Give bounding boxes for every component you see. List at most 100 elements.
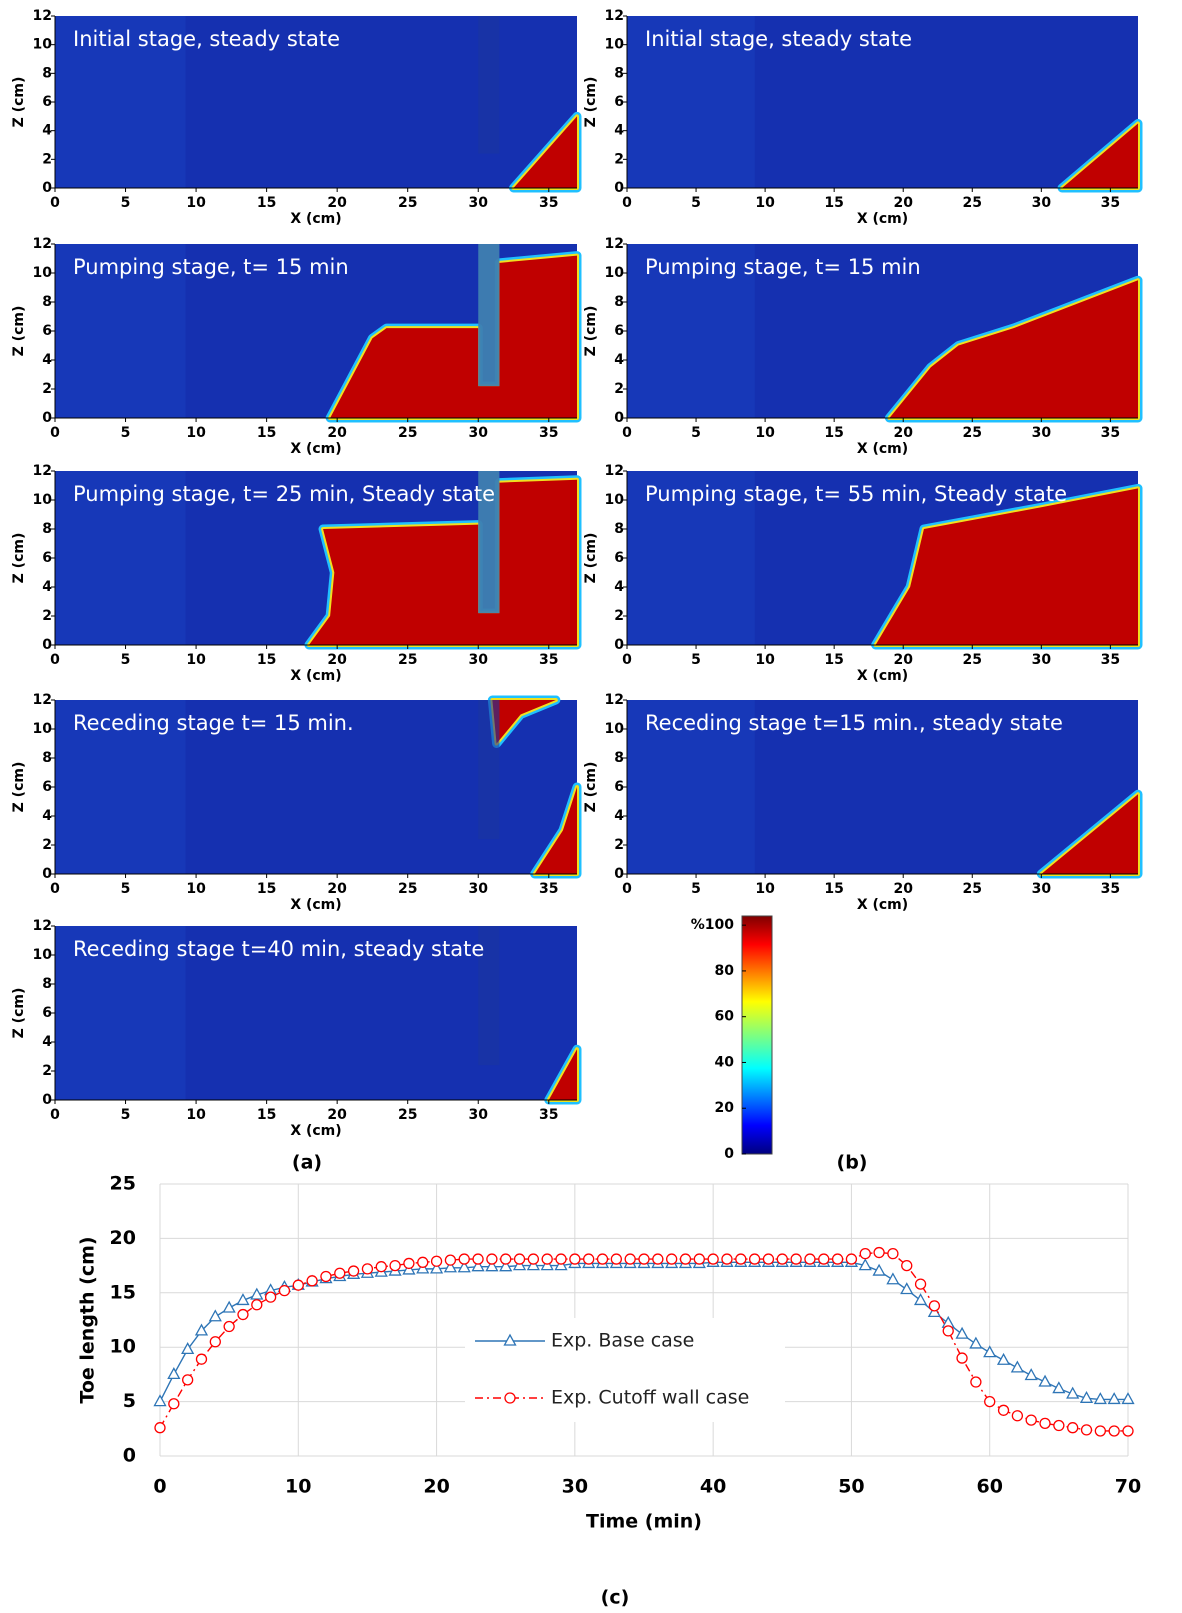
saltwater-plume [1062, 123, 1138, 188]
heatmap-panel: Receding stage t= 15 min. 0 5 10 15 20 25 30 35 0… [11, 692, 582, 913]
data-point [624, 1253, 636, 1265]
x-tick-label: 20 [893, 652, 913, 668]
y-axis-label: Z (cm) [11, 306, 27, 357]
group-label: (a) [292, 1152, 322, 1174]
data-point [236, 1293, 250, 1306]
data-point [153, 1394, 167, 1407]
x-tick-label: 15 [257, 425, 276, 441]
x-tick-label: 5 [121, 652, 131, 668]
data-point [1066, 1386, 1080, 1399]
y-axis-label: Z (cm) [11, 988, 27, 1039]
y-tick-label: 8 [614, 65, 624, 81]
data-point [320, 1270, 332, 1283]
y-tick-label: 0 [42, 637, 52, 653]
heatmap-shade [55, 926, 186, 1100]
x-tick-label: 0 [622, 195, 632, 211]
x-axis-label: X (cm) [290, 211, 341, 227]
cutoff-wall [478, 16, 500, 154]
data-point [486, 1253, 498, 1265]
panel-label: Pumping stage, t= 15 min [645, 255, 921, 279]
y-tick-label: 8 [42, 65, 52, 81]
data-point [513, 1253, 526, 1265]
data-point [1011, 1410, 1024, 1422]
data-point [638, 1253, 650, 1265]
x-tick-label: 10 [186, 195, 206, 211]
y-tick-label: 12 [605, 692, 624, 708]
data-point [1010, 1360, 1024, 1373]
heatmap-shade [627, 700, 755, 874]
y-tick-label: 12 [33, 463, 52, 479]
saltwater-plume [492, 700, 556, 744]
x-tick-label: 10 [186, 652, 206, 668]
data-point [872, 1263, 886, 1276]
y-tick-label: 12 [605, 8, 624, 24]
x-axis-label: X (cm) [290, 897, 341, 913]
x-tick-label: 30 [469, 195, 489, 211]
x-tick-label: 35 [539, 881, 558, 897]
data-point [403, 1257, 415, 1270]
y-tick-label: 4 [42, 579, 52, 595]
y-tick-label: 0 [42, 410, 52, 426]
x-tick-label: 0 [50, 425, 60, 441]
data-point [167, 1367, 181, 1380]
x-tick-label: 30 [469, 881, 489, 897]
x-tick-label: 10 [186, 1107, 206, 1123]
x-tick-label: 25 [963, 195, 982, 211]
y-tick-label: 0 [614, 637, 624, 653]
data-point [818, 1253, 830, 1265]
x-tick-label: 15 [257, 881, 276, 897]
data-point [1052, 1381, 1066, 1394]
x-tick-label: 70 [1115, 1476, 1141, 1498]
x-tick-label: 10 [285, 1476, 311, 1498]
x-tick-label: 10 [186, 425, 206, 441]
saltwater-plume [513, 116, 577, 188]
x-tick-label: 35 [1101, 652, 1120, 668]
saltwater-plume [534, 787, 577, 874]
data-point [194, 1323, 209, 1336]
cutoff-wall [478, 700, 500, 840]
x-tick-label: 10 [186, 881, 206, 897]
y-tick-label: 4 [614, 123, 624, 139]
y-tick-label: 6 [42, 779, 52, 795]
y-tick-label: 6 [42, 323, 52, 339]
x-tick-label: 60 [976, 1476, 1002, 1498]
data-point [1094, 1425, 1106, 1437]
x-tick-label: 20 [893, 425, 913, 441]
y-tick-label: 10 [33, 492, 53, 508]
y-tick-label: 2 [42, 608, 52, 624]
x-tick-label: 15 [257, 652, 276, 668]
colorbar-tick-label: 20 [715, 1100, 735, 1116]
data-point [1025, 1414, 1037, 1426]
x-tick-label: 0 [153, 1476, 166, 1498]
x-tick-label: 20 [327, 195, 347, 211]
colorbar [741, 915, 773, 1155]
x-tick-label: 5 [691, 195, 701, 211]
y-tick-label: 8 [42, 294, 52, 310]
data-point [1053, 1419, 1065, 1432]
data-point [679, 1253, 692, 1265]
x-tick-label: 10 [755, 652, 775, 668]
y-tick-label: 10 [33, 947, 53, 963]
x-tick-label: 30 [562, 1476, 588, 1498]
x-tick-label: 25 [398, 425, 417, 441]
x-tick-label: 5 [121, 195, 131, 211]
y-tick-label: 2 [614, 837, 624, 853]
y-tick-label: 10 [33, 37, 53, 53]
saltwater-plume [548, 1049, 577, 1100]
y-axis-label: Z (cm) [11, 533, 27, 584]
x-tick-label: 25 [963, 881, 982, 897]
y-axis-label: Z (cm) [583, 77, 599, 128]
data-point [278, 1284, 291, 1297]
y-tick-label: 4 [614, 579, 624, 595]
data-point [721, 1253, 733, 1265]
y-tick-label: 25 [110, 1173, 136, 1195]
data-point [996, 1352, 1011, 1365]
data-point [499, 1259, 513, 1272]
y-tick-label: 10 [110, 1336, 136, 1358]
x-tick-label: 30 [469, 1107, 489, 1123]
y-tick-label: 2 [42, 1063, 52, 1079]
data-point [693, 1253, 705, 1265]
data-point [928, 1300, 941, 1312]
